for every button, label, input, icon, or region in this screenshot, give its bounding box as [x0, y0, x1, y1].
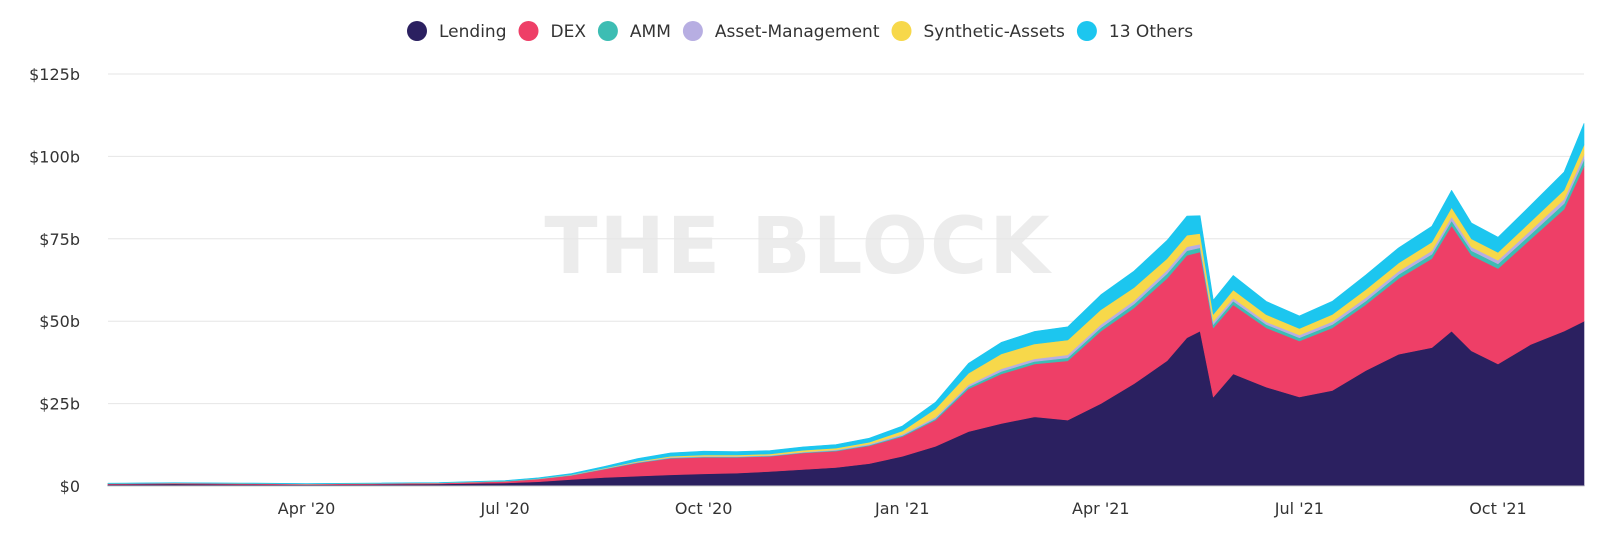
legend-marker-amm: [597, 21, 618, 41]
legend-item-lending[interactable]: Lending: [407, 21, 507, 42]
x-tick-label: Jul '21: [1274, 499, 1324, 518]
x-axis-ticks: Apr '20 Jul '20 Oct '20 Jan '21 Apr '21 Jul '…: [278, 499, 1527, 518]
legend-item-dex[interactable]: DEX: [518, 21, 587, 42]
legend-label: Synthetic-Assets: [924, 22, 1065, 42]
legend-marker-synthetic-assets: [891, 21, 912, 41]
x-tick-label: Oct '20: [675, 499, 733, 518]
y-tick-label: $75b: [39, 230, 80, 249]
legend-item-synthetic-assets[interactable]: Synthetic-Assets: [891, 21, 1065, 42]
x-tick-label: Apr '21: [1072, 499, 1130, 518]
legend-marker-asset-management: [682, 21, 703, 41]
legend-label: Lending: [439, 22, 507, 42]
legend-marker-lending: [407, 21, 427, 41]
legend-marker-13-others: [1076, 21, 1097, 41]
legend-item-amm[interactable]: AMM: [597, 21, 671, 42]
legend: Lending DEX AMM Asset-Management Synthetic-A…: [407, 21, 1193, 42]
y-tick-label: $125b: [29, 65, 80, 84]
x-tick-label: Apr '20: [278, 499, 336, 518]
watermark-text: THE BLOCK: [544, 202, 1052, 292]
legend-label: DEX: [551, 22, 587, 42]
legend-item-asset-management[interactable]: Asset-Management: [682, 21, 880, 42]
legend-label: 13 Others: [1109, 22, 1193, 42]
area-13-others[interactable]: [107, 123, 1585, 485]
y-axis-ticks: $0 $25b $50b $75b $100b $125b: [29, 65, 80, 496]
x-tick-label: Jul '20: [480, 499, 530, 518]
area-series: [107, 123, 1585, 487]
y-tick-label: $50b: [39, 312, 80, 331]
y-tick-label: $100b: [29, 147, 80, 166]
y-tick-label: $0: [60, 477, 80, 496]
legend-item-13-others[interactable]: 13 Others: [1076, 21, 1193, 42]
x-tick-label: Jan '21: [874, 499, 930, 518]
y-tick-label: $25b: [39, 395, 80, 414]
legend-label: Asset-Management: [715, 22, 880, 42]
legend-marker-dex: [518, 21, 539, 41]
x-tick-label: Oct '21: [1469, 499, 1527, 518]
legend-label: AMM: [630, 22, 671, 42]
